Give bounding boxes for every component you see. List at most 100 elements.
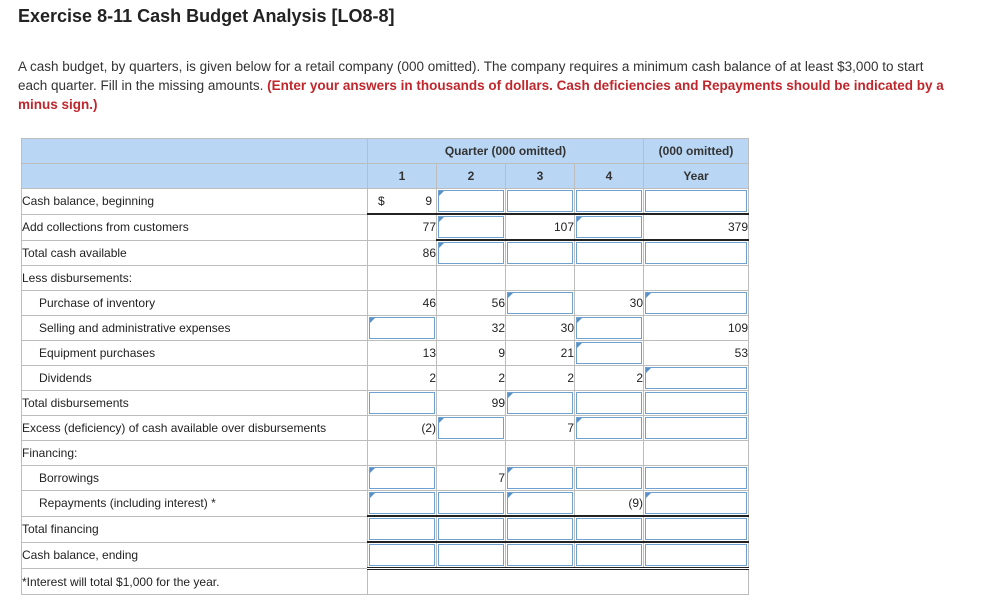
- borrowings-q4-input[interactable]: [574, 465, 644, 491]
- equipment-q1: 13: [367, 340, 437, 366]
- sga-q1-input[interactable]: [367, 315, 437, 341]
- excess-q4-input[interactable]: [574, 415, 644, 441]
- row-label: Excess (deficiency) of cash available ov…: [21, 415, 368, 441]
- col-year: Year: [643, 163, 749, 189]
- total-available-q2-input[interactable]: [436, 239, 506, 266]
- header-row-columns: 1 2 3 4 Year: [21, 163, 749, 189]
- excess-year-input[interactable]: [643, 415, 749, 441]
- repayments-year-input[interactable]: [643, 490, 749, 517]
- dollar-sign: $: [378, 194, 385, 208]
- borrowings-q3-input[interactable]: [505, 465, 575, 491]
- collections-q1: 77: [367, 213, 437, 241]
- col-q1: 1: [367, 163, 437, 189]
- quarter-group-header: Quarter (000 omitted): [367, 138, 644, 164]
- equipment-q3: 21: [505, 340, 575, 366]
- inventory-q4: 30: [574, 290, 644, 316]
- col-q2: 2: [436, 163, 506, 189]
- dividends-q3: 2: [505, 365, 575, 391]
- cash-beginning-q1: $9: [367, 188, 437, 215]
- total-financing-q1-input[interactable]: [367, 515, 437, 543]
- total-disb-q4-input[interactable]: [574, 390, 644, 416]
- repayments-q1-input[interactable]: [367, 490, 437, 517]
- inventory-q3-input[interactable]: [505, 290, 575, 316]
- total-disb-year-input[interactable]: [643, 390, 749, 416]
- col-q3: 3: [505, 163, 575, 189]
- row-label: Total disbursements: [21, 390, 368, 416]
- borrowings-q1-input[interactable]: [367, 465, 437, 491]
- header-blank: [21, 138, 368, 164]
- row-label: Cash balance, beginning: [21, 188, 368, 215]
- collections-q3: 107: [505, 213, 575, 241]
- collections-q2-input[interactable]: [436, 213, 506, 241]
- intro-text: A cash budget, by quarters, is given bel…: [18, 59, 924, 93]
- total-available-q3-input[interactable]: [505, 239, 575, 266]
- dividends-year-input[interactable]: [643, 365, 749, 391]
- row-total-financing: Total financing: [21, 515, 749, 543]
- sga-year: 109: [643, 315, 749, 341]
- cash-beginning-year-input[interactable]: [643, 188, 749, 215]
- excess-q2-input[interactable]: [436, 415, 506, 441]
- row-total-available: Total cash available 86: [21, 239, 749, 266]
- dividends-q1: 2: [367, 365, 437, 391]
- row-excess: Excess (deficiency) of cash available ov…: [21, 415, 749, 441]
- total-disb-q3-input[interactable]: [505, 390, 575, 416]
- row-label: Repayments (including interest) *: [21, 490, 368, 517]
- total-available-q4-input[interactable]: [574, 239, 644, 266]
- repayments-q2-input[interactable]: [436, 490, 506, 517]
- cash-beginning-q3-input[interactable]: [505, 188, 575, 215]
- dividends-q2: 2: [436, 365, 506, 391]
- cash-beginning-q4-input[interactable]: [574, 188, 644, 215]
- instructions: A cash budget, by quarters, is given bel…: [18, 57, 948, 114]
- repayments-q3-input[interactable]: [505, 490, 575, 517]
- row-total-disbursements: Total disbursements 99: [21, 390, 749, 416]
- row-collections: Add collections from customers 77 107 37…: [21, 213, 749, 241]
- repayments-q4: (9): [574, 490, 644, 517]
- total-disb-q2: 99: [436, 390, 506, 416]
- cash-beginning-q2-input[interactable]: [436, 188, 506, 215]
- cash-budget-table: Quarter (000 omitted) (000 omitted) 1 2 …: [21, 138, 749, 595]
- row-equipment: Equipment purchases 13 9 21 53: [21, 340, 749, 366]
- equipment-year: 53: [643, 340, 749, 366]
- cash-ending-q1-input[interactable]: [367, 541, 437, 570]
- col-q4: 4: [574, 163, 644, 189]
- excess-q3: 7: [505, 415, 575, 441]
- collections-q4-input[interactable]: [574, 213, 644, 241]
- sga-q4-input[interactable]: [574, 315, 644, 341]
- total-financing-q4-input[interactable]: [574, 515, 644, 543]
- cash-ending-q3-input[interactable]: [505, 541, 575, 570]
- instruction-note: (Enter your answers in thousands of doll…: [18, 78, 944, 112]
- row-label: Total financing: [21, 515, 368, 543]
- equipment-q2: 9: [436, 340, 506, 366]
- header-blank-2: [21, 163, 368, 189]
- row-financing: Financing:: [21, 440, 749, 466]
- cash-ending-q4-input[interactable]: [574, 541, 644, 570]
- collections-year: 379: [643, 213, 749, 241]
- row-repayments: Repayments (including interest) * (9): [21, 490, 749, 517]
- inventory-year-input[interactable]: [643, 290, 749, 316]
- dividends-q4: 2: [574, 365, 644, 391]
- year-group-header: (000 omitted): [643, 138, 749, 164]
- row-less-disbursements: Less disbursements:: [21, 265, 749, 291]
- row-label: Total cash available: [21, 239, 368, 266]
- sga-q2: 32: [436, 315, 506, 341]
- total-financing-q2-input[interactable]: [436, 515, 506, 543]
- row-label: Purchase of inventory: [21, 290, 368, 316]
- inventory-q2: 56: [436, 290, 506, 316]
- cash-ending-q2-input[interactable]: [436, 541, 506, 570]
- row-label: Equipment purchases: [21, 340, 368, 366]
- row-label: Selling and administrative expenses: [21, 315, 368, 341]
- excess-q1: (2): [367, 415, 437, 441]
- cash-ending-year-input[interactable]: [643, 541, 749, 570]
- row-dividends: Dividends 2 2 2 2: [21, 365, 749, 391]
- total-disb-q1-input[interactable]: [367, 390, 437, 416]
- row-cash-ending: Cash balance, ending: [21, 541, 749, 570]
- row-footnote: *Interest will total $1,000 for the year…: [21, 568, 749, 595]
- equipment-q4-input[interactable]: [574, 340, 644, 366]
- total-financing-q3-input[interactable]: [505, 515, 575, 543]
- borrowings-year-input[interactable]: [643, 465, 749, 491]
- footnote-blank: [367, 568, 749, 595]
- footnote: *Interest will total $1,000 for the year…: [21, 568, 368, 595]
- total-available-year-input[interactable]: [643, 239, 749, 266]
- total-financing-year-input[interactable]: [643, 515, 749, 543]
- page-title: Exercise 8-11 Cash Budget Analysis [LO8-…: [18, 6, 395, 26]
